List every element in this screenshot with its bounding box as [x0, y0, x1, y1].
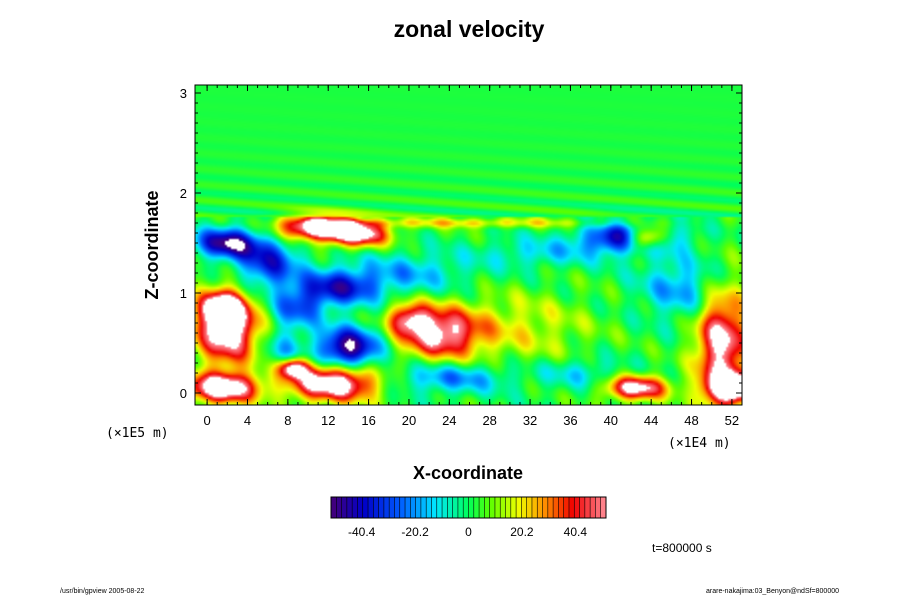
- colorbar-tick-label: 20.2: [510, 525, 534, 539]
- colorbar-segment: [526, 497, 533, 518]
- x-tick-label: 36: [563, 413, 577, 428]
- colorbar-segment: [431, 497, 438, 518]
- colorbar-segment: [484, 497, 491, 518]
- colorbar-segment: [368, 497, 374, 518]
- colorbar-segment: [574, 497, 580, 518]
- colorbar-segment: [331, 497, 337, 518]
- colorbar-segment: [357, 497, 364, 518]
- colorbar-segment: [547, 497, 554, 518]
- heatmap-field: [195, 85, 742, 405]
- colorbar-segment: [452, 497, 459, 518]
- colorbar-segment: [584, 497, 591, 518]
- colorbar-segment: [436, 497, 443, 518]
- plot-frame: [194, 84, 743, 406]
- colorbar-segment: [600, 497, 607, 518]
- x-tick-label: 44: [644, 413, 658, 428]
- footer-left: /usr/bin/gpview 2005-08-22: [60, 588, 145, 595]
- colorbar-segment: [426, 497, 432, 518]
- y-axis-label: Z-coordinate: [142, 190, 162, 299]
- x-tick-label: 28: [482, 413, 496, 428]
- x-tick-label: 8: [284, 413, 291, 428]
- x-tick-label: 0: [203, 413, 210, 428]
- colorbar-segment: [389, 497, 395, 518]
- colorbar-segment: [568, 497, 575, 518]
- colorbar-segment: [595, 497, 602, 518]
- colorbar-segment: [420, 497, 427, 518]
- y-tick-label: 3: [180, 86, 187, 101]
- y-tick-label: 2: [180, 186, 187, 201]
- colorbar-segment: [500, 497, 506, 518]
- x-tick-label: 52: [725, 413, 739, 428]
- colorbar-segment: [505, 497, 512, 518]
- colorbar-segment: [473, 497, 480, 518]
- x-tick-label: 4: [244, 413, 251, 428]
- x-tick-label: 48: [684, 413, 698, 428]
- footer-right: arare-nakajima:03_Benyon@ndSf=800000: [706, 588, 840, 595]
- colorbar-segment: [378, 497, 385, 518]
- colorbar-segment: [468, 497, 475, 518]
- colorbar-segment: [516, 497, 522, 518]
- colorbar-segment: [410, 497, 417, 518]
- colorbar-segment: [373, 497, 379, 518]
- x-tick-label: 16: [361, 413, 375, 428]
- colorbar-segment: [479, 497, 485, 518]
- colorbar-segment: [553, 497, 559, 518]
- colorbar-segment: [558, 497, 565, 518]
- colorbar-segment: [442, 497, 448, 518]
- y-tick-label: 0: [180, 386, 187, 401]
- colorbar-segment: [362, 497, 369, 518]
- x-tick-label: 24: [442, 413, 456, 428]
- colorbar-segment: [510, 497, 517, 518]
- colorbar-segment: [341, 497, 348, 518]
- colorbar-segment: [579, 497, 586, 518]
- colorbar-segment: [494, 497, 501, 518]
- colorbar-frame: [330, 496, 607, 519]
- colorbar-segment: [537, 497, 543, 518]
- colorbar-segment: [405, 497, 411, 518]
- colorbar-segment: [531, 497, 538, 518]
- colorbar-segment: [346, 497, 353, 518]
- colorbar-segment: [457, 497, 464, 518]
- colorbar-segment: [521, 497, 528, 518]
- x-tick-label: 32: [523, 413, 537, 428]
- colorbar-segment: [383, 497, 390, 518]
- colorbar-segment: [447, 497, 454, 518]
- colorbar-tick-label: -40.4: [348, 525, 376, 539]
- colorbar-segment: [590, 497, 596, 518]
- colorbar-segment: [352, 497, 358, 518]
- colorbar-segment: [489, 497, 496, 518]
- x-tick-label: 40: [604, 413, 618, 428]
- colorbar-tick-label: 0: [465, 525, 472, 539]
- colorbar-segment: [415, 497, 422, 518]
- colorbar-tick-label: 40.4: [564, 525, 588, 539]
- colorbar-segment: [542, 497, 549, 518]
- colorbar-segment: [399, 497, 406, 518]
- y-tick-label: 1: [180, 286, 187, 301]
- x-scale-note-right: (×1E4 m): [668, 436, 731, 451]
- chart-title: zonal velocity: [393, 16, 545, 42]
- x-scale-note: (×1E5 m): [106, 426, 169, 441]
- colorbar-segment: [336, 497, 342, 518]
- colorbar-segment: [563, 497, 570, 518]
- x-tick-label: 20: [402, 413, 416, 428]
- x-axis-label: X-coordinate: [413, 463, 523, 483]
- colorbar-segment: [394, 497, 401, 518]
- time-label: t=800000 s: [652, 541, 712, 555]
- colorbar-tick-label: -20.2: [401, 525, 429, 539]
- x-tick-label: 12: [321, 413, 335, 428]
- colorbar-segment: [463, 497, 469, 518]
